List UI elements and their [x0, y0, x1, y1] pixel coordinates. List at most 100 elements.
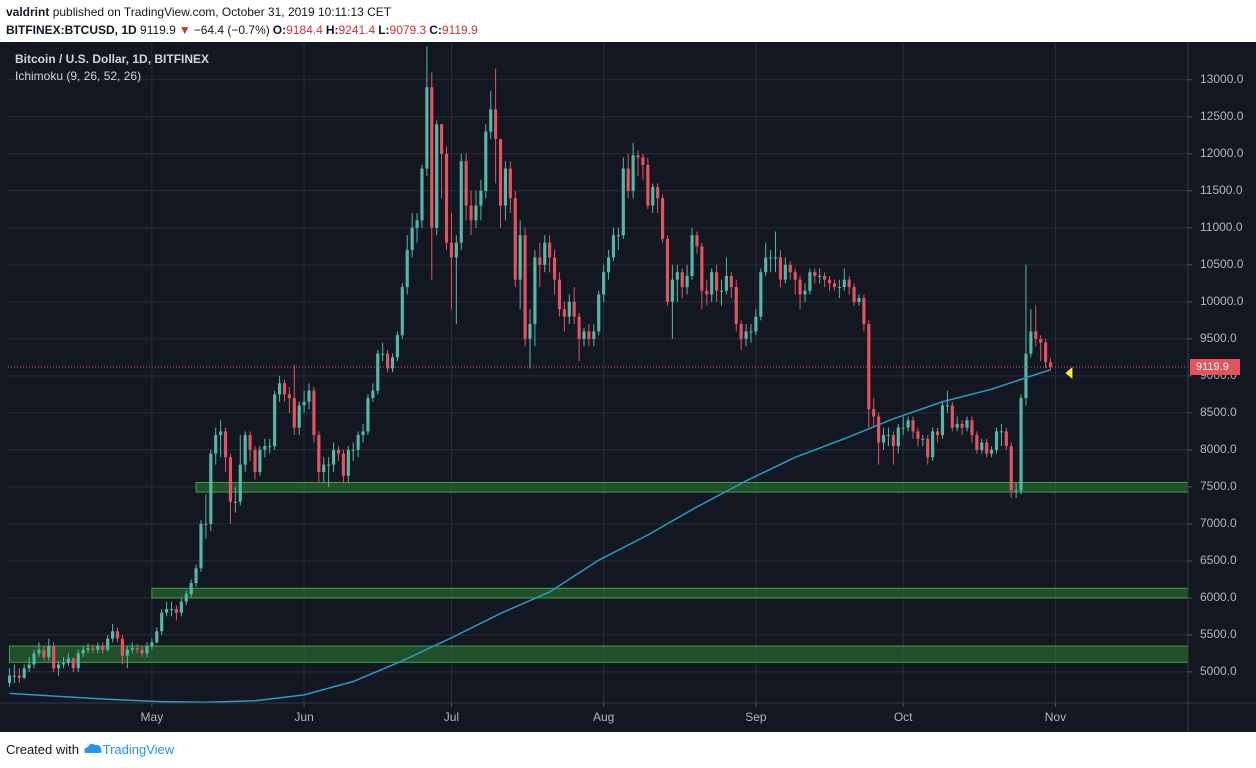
candle-body — [719, 290, 724, 292]
candle-body — [469, 205, 473, 221]
l-label: L: — [378, 23, 390, 37]
published: published on TradingView.com, October 31… — [52, 5, 392, 19]
candle-body — [444, 153, 449, 243]
y-tick-label: 8500.0 — [1200, 405, 1237, 419]
candle-body — [351, 449, 355, 451]
candle-body — [562, 309, 566, 317]
candle-body — [292, 398, 296, 428]
candle-body — [238, 464, 242, 502]
candle-body — [346, 449, 350, 476]
candle-body — [415, 220, 419, 228]
y-tick-label: 10000.0 — [1200, 294, 1244, 308]
y-tick-label: 9500.0 — [1200, 331, 1237, 345]
arrow: ▼ — [178, 23, 191, 37]
c-value: 9119.9 — [441, 23, 478, 37]
candle-body — [931, 431, 935, 458]
candle-body — [22, 668, 26, 678]
y-tick-label: 12500.0 — [1200, 109, 1244, 123]
candle-body — [739, 324, 743, 339]
candle-body — [489, 109, 493, 132]
candle-body — [1048, 362, 1053, 367]
candle-body — [636, 155, 640, 158]
candle-body — [150, 642, 154, 647]
candle-body — [145, 646, 149, 654]
o-value: 9184.4 — [286, 23, 323, 37]
candle-body — [366, 398, 370, 432]
last-price-box — [1190, 358, 1240, 375]
candle-body — [940, 405, 945, 436]
candle-body — [86, 648, 90, 650]
candle-body — [818, 275, 822, 277]
candle-body — [715, 272, 719, 291]
candle-body — [258, 449, 262, 473]
candle-body — [916, 431, 920, 439]
candle-body — [513, 198, 517, 280]
footer-brand[interactable]: TradingView — [102, 742, 175, 757]
candle-body — [700, 246, 704, 291]
candle-body — [317, 435, 321, 473]
c-label: C: — [429, 23, 442, 37]
candle-body — [155, 631, 159, 643]
candle-body — [243, 435, 247, 465]
candle-body — [410, 227, 414, 251]
plot — [8, 46, 1188, 703]
candle-body — [120, 638, 124, 656]
candle-body — [886, 435, 891, 437]
candle-body — [96, 646, 100, 650]
y-tick-label: 7500.0 — [1200, 479, 1237, 493]
candle-body — [341, 453, 345, 476]
h-label: H: — [325, 23, 339, 37]
candle-body — [724, 275, 728, 291]
candle-body — [1039, 338, 1043, 343]
candle-body — [302, 401, 306, 406]
y-tick-label: 13000.0 — [1200, 72, 1244, 86]
candle-body — [479, 190, 483, 206]
candle-body — [376, 353, 380, 391]
candle-body — [960, 423, 964, 428]
candle-body — [454, 242, 458, 258]
candle-body — [778, 257, 782, 280]
candle-body — [690, 235, 694, 276]
candle-body — [371, 390, 375, 399]
candle-body — [32, 653, 36, 665]
candle-body — [42, 649, 46, 658]
last: 9119.9 — [140, 23, 176, 37]
candle-body — [764, 257, 768, 273]
candle-body — [911, 420, 915, 432]
chart: 5000.0 5500.0 6000.0 6500.0 7000.0 7500.0 8000… — [0, 42, 1256, 732]
candle-body — [754, 316, 758, 332]
y-tick-label: 12000.0 — [1200, 146, 1244, 160]
candle-body — [661, 198, 665, 239]
candle-body — [253, 449, 257, 473]
candle-body — [572, 301, 576, 317]
candle-body — [425, 87, 429, 169]
candle-body — [273, 394, 277, 447]
candle-body — [199, 523, 203, 569]
publish-line: valdrint published on TradingView.com, O… — [6, 5, 394, 19]
candle-body — [616, 235, 620, 237]
candle-body — [891, 435, 895, 447]
candle-body — [165, 609, 169, 613]
author[interactable]: valdrint — [6, 5, 50, 19]
candle-body — [950, 405, 954, 428]
candle-body — [769, 257, 773, 259]
footer: Created with TradingView — [6, 742, 174, 757]
candle-body — [435, 124, 439, 228]
candle-body — [832, 283, 837, 288]
y-tick-label: 11000.0 — [1200, 220, 1243, 234]
candle-body — [857, 298, 861, 302]
candle-body — [287, 394, 291, 399]
candle-body — [867, 324, 871, 410]
candle-body — [405, 250, 409, 288]
candle-body — [872, 409, 876, 417]
indicator-label[interactable]: Ichimoku (9, 26, 52, 26) — [15, 69, 141, 83]
candle-body — [611, 235, 616, 258]
candle-body — [528, 324, 532, 339]
candle-body — [665, 238, 670, 302]
candle-body — [91, 648, 95, 650]
candle-body — [518, 235, 522, 280]
candle-body — [749, 331, 753, 333]
candle-body — [523, 235, 527, 339]
candle-body — [646, 164, 650, 206]
